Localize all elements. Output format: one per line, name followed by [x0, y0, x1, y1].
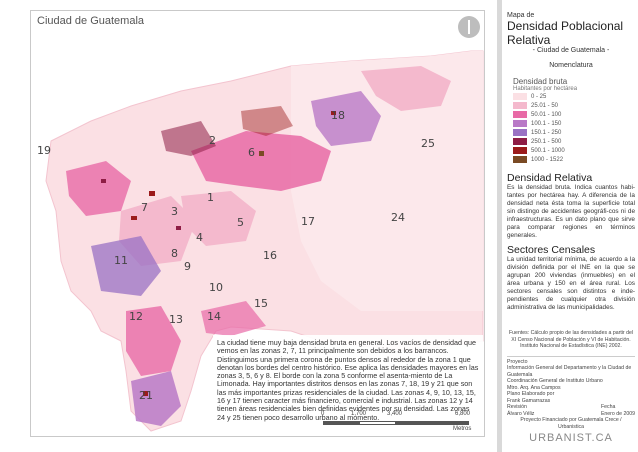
legend-label: 1000 - 1522 — [531, 156, 564, 163]
scale-label: 0 — [321, 411, 325, 417]
zone-label-6: 6 — [248, 146, 255, 159]
map-subtitle: - Ciudad de Guatemala - — [532, 47, 610, 54]
dense-clusters — [66, 66, 451, 426]
section-text-sectors: La unidad territorial mínima, de acuerdo… — [507, 256, 635, 311]
zone-label-14: 14 — [207, 310, 221, 323]
made-by-value: Frank Gamarrazas — [507, 397, 551, 404]
zone-label-15: 15 — [254, 297, 268, 310]
zone-label-10: 10 — [209, 281, 223, 294]
section-text-density: Es la densidad bruta. Indica cuantos hab… — [507, 184, 635, 239]
zone-label-24: 24 — [391, 211, 405, 224]
zone-label-3: 3 — [171, 205, 178, 218]
legend-swatch — [513, 120, 527, 127]
density-map — [45, 50, 484, 432]
zone-label-2: 2 — [209, 134, 216, 147]
zone-label-9: 9 — [184, 260, 191, 273]
legend-label: 100.1 - 150 — [531, 120, 562, 127]
zone-label-4: 4 — [196, 231, 203, 244]
coordination-value: Mtro. Arq. Ana Campos — [507, 384, 561, 391]
legend-swatch — [513, 156, 527, 163]
legend-item: 150.1 - 250 — [513, 128, 635, 137]
made-by-label: Plano Elaborado por — [507, 391, 555, 397]
legend-label: 500.1 - 1000 — [531, 147, 565, 154]
zone-label-17: 17 — [301, 215, 315, 228]
revision-value: Álvaro Véliz — [507, 410, 535, 417]
legend-item: 1000 - 1522 — [513, 155, 635, 164]
project-label: Proyecto — [507, 358, 528, 365]
footer-line: Proyecto Financiado por Guatemala Crece … — [520, 417, 622, 430]
legend-swatch — [513, 93, 527, 100]
legend-label: 250.1 - 500 — [531, 138, 562, 145]
zone-label-8: 8 — [171, 247, 178, 260]
city-title: Ciudad de Guatemala — [37, 15, 145, 27]
nomenclature-label: Nomenclatura — [549, 62, 593, 69]
legend-label: 150.1 - 250 — [531, 129, 562, 136]
legend: 0 - 25 25.01 - 50 50.01 - 100 100.1 - 150 15… — [513, 92, 635, 164]
legend-label: 50.01 - 100 — [531, 111, 562, 118]
panel-strip — [497, 0, 502, 452]
zone-label-25: 25 — [421, 137, 435, 150]
scale-bar: 0 1,700 3,400 6,800 Metros — [321, 409, 472, 432]
scale-label: 3,400 — [387, 411, 403, 417]
legend-swatch — [513, 111, 527, 118]
date-value: Enero de 2009 — [600, 410, 635, 417]
north-arrow-icon — [458, 16, 480, 38]
legend-swatch — [513, 147, 527, 154]
info-panel: Mapa de Densidad Poblacional Relativa - … — [497, 0, 638, 452]
scale-label: 1,700 — [351, 411, 367, 417]
zone-label-19: 19 — [37, 144, 51, 157]
zone-label-16: 16 — [263, 249, 277, 262]
legend-item: 50.01 - 100 — [513, 110, 635, 119]
dense-spots — [101, 111, 336, 396]
revision-label: Revisión — [507, 404, 527, 410]
legend-item: 25.01 - 50 — [513, 101, 635, 110]
legend-label: 0 - 25 — [531, 93, 547, 100]
map-title: Densidad Poblacional Relativa — [507, 19, 624, 47]
sources-note: Fuentes: Cálculo propio de las densidade… — [509, 330, 633, 349]
project-value: Información General del Departamento y l… — [507, 365, 632, 378]
zone-label-12: 12 — [129, 310, 143, 323]
legend-swatch — [513, 129, 527, 136]
coordination-label: Coordinación General de Instituto Urbano — [507, 378, 603, 384]
section-title-density: Densidad Relativa — [507, 172, 593, 184]
legend-item: 250.1 - 500 — [513, 137, 635, 146]
legend-swatch — [513, 138, 527, 145]
legend-item: 0 - 25 — [513, 92, 635, 101]
map-of-label: Mapa de — [507, 12, 535, 19]
section-title-sectors: Sectores Censales — [507, 244, 596, 256]
legend-title: Densidad bruta — [513, 77, 568, 86]
zone-label-11: 11 — [114, 254, 128, 267]
legend-label: 25.01 - 50 — [531, 102, 559, 109]
scale-unit: Metros — [453, 426, 472, 432]
map-description: La ciudad tiene muy baja densidad bruta … — [213, 335, 483, 426]
zone-label-13: 13 — [169, 313, 183, 326]
legend-subtitle: Habitantes por hectárea — [513, 86, 578, 92]
zone-label-21: 21 — [139, 389, 153, 402]
date-label: Fecha — [600, 404, 616, 410]
brand-logo: URBANIST.CA — [529, 432, 613, 444]
zone-label-7: 7 — [141, 201, 148, 214]
map-frame: Ciudad de Guatemala 1 2 3 4 5 6 7 8 9 10 11 12 13 14 1… — [30, 10, 485, 437]
legend-item: 500.1 - 1000 — [513, 146, 635, 155]
legend-swatch — [513, 102, 527, 109]
legend-item: 100.1 - 150 — [513, 119, 635, 128]
scale-label: 6,800 — [455, 411, 471, 417]
zone-label-18: 18 — [331, 109, 345, 122]
zone-label-1: 1 — [207, 191, 214, 204]
zone-label-5: 5 — [237, 216, 244, 229]
